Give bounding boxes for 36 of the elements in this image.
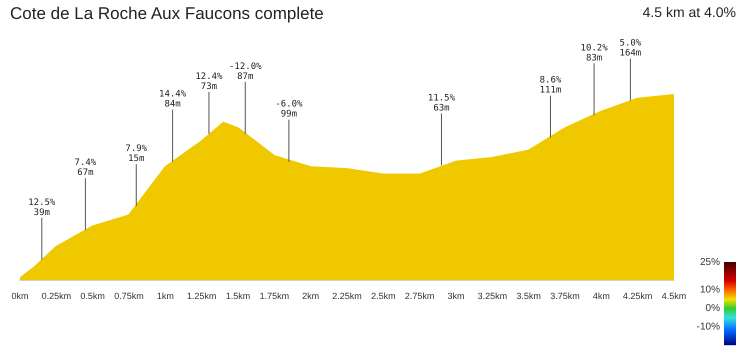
x-tick-label: 3.5km [516, 291, 541, 302]
color-bar-label: 0% [706, 302, 720, 314]
x-tick-label: 2km [302, 291, 320, 302]
x-tick-label: 0.25km [42, 291, 72, 302]
annotation: 7.9% 15m [125, 144, 148, 164]
x-tick-label: 1km [156, 291, 174, 302]
x-tick-label: 4.25km [622, 291, 652, 302]
x-tick-label: 4km [592, 291, 610, 302]
x-tick-label: 4.5km [662, 291, 686, 302]
color-bar-label: 10% [700, 284, 720, 296]
annotation: 8.6% 111m [540, 76, 562, 96]
annotation: 5.0% 164m [620, 38, 642, 59]
annotation: -12.0% 87m [229, 62, 262, 82]
x-tick-label: 2.25km [332, 291, 362, 302]
x-tick-label: 1.5km [226, 291, 250, 302]
annotation: 7.4% 67m [74, 158, 97, 178]
x-tick-label: 2.5km [371, 291, 396, 302]
x-tick-label: 3.25km [478, 291, 508, 302]
x-tick-label: 1.75km [260, 291, 290, 302]
color-bar-label: 25% [700, 256, 720, 268]
annotation: 14.4% 84m [159, 90, 187, 110]
color-bar-label: -10% [696, 321, 720, 332]
annotation: 12.5% 39m [28, 198, 56, 218]
x-tick-label: 1.25km [186, 291, 216, 302]
annotation: 10.2% 83m [580, 43, 608, 64]
annotation: 12.4% 73m [195, 72, 224, 92]
x-tick-label: 2.75km [404, 291, 434, 302]
x-tick-label: 0km [11, 291, 29, 302]
chart-title: Cote de La Roche Aux Faucons complete [10, 4, 324, 24]
annotation: 11.5% 63m [428, 93, 456, 114]
x-tick-label: 3.75km [550, 291, 580, 302]
x-tick-label: 0.75km [114, 291, 144, 302]
x-tick-label: 3km [447, 291, 465, 302]
chart-subtitle: 4.5 km at 4.0% [642, 4, 736, 20]
annotation: -6.0% 99m [275, 100, 303, 120]
x-tick-label: 0.5km [80, 291, 105, 302]
